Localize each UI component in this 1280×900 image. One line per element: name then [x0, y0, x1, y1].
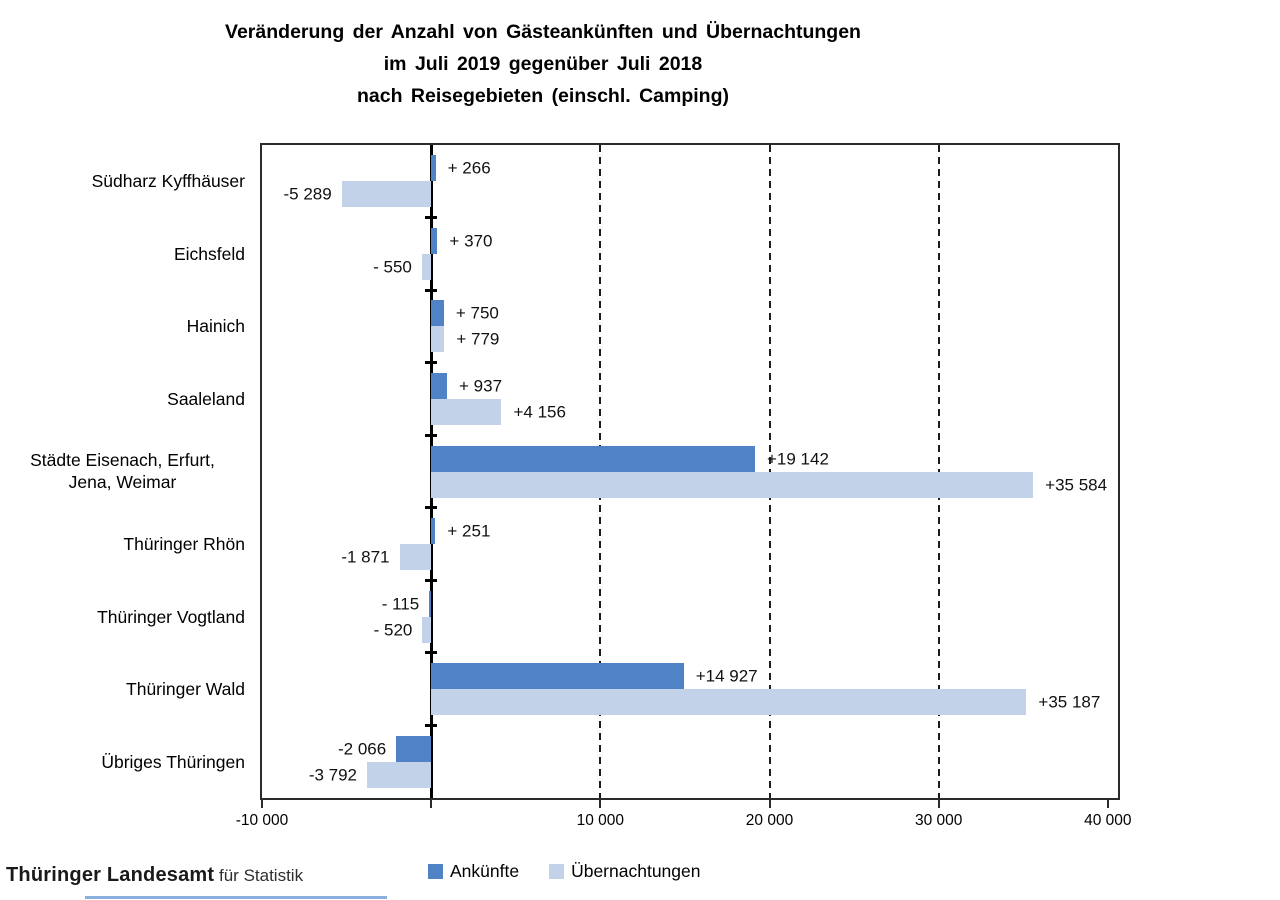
y-axis-label-thueringer-wald: Thüringer Wald	[0, 653, 245, 726]
bar-value-label: -5 289	[283, 184, 332, 204]
x-axis-tick-label-10000: 10 000	[576, 812, 625, 829]
bar-value-label: +35 187	[1038, 692, 1101, 712]
y-axis-label-suedharz-kyffhaeuser: Südharz Kyffhäuser	[0, 145, 245, 218]
legend-swatch-ankuenfte	[428, 864, 443, 879]
bar-value-label: + 750	[455, 303, 499, 323]
bar-value-label: + 266	[447, 158, 491, 178]
bar-uebernachtungen-thueringer-rhoen	[399, 544, 432, 571]
category-boundary-tick	[424, 433, 437, 437]
y-axis-label-text: Thüringer Vogtland	[97, 606, 245, 627]
y-axis-label-text: Saaleland	[167, 388, 245, 409]
bar-value-label: - 520	[373, 620, 413, 640]
y-axis-label-text: Städte Eisenach, Erfurt, Jena, Weimar	[30, 450, 215, 493]
x-axis-tick-label-30000: 30 000	[914, 812, 963, 829]
bar-value-label: - 115	[381, 594, 420, 614]
x-axis-tick-40000	[1106, 800, 1109, 808]
y-axis-label-text: Hainich	[186, 316, 245, 337]
bar-ankuenfte-staedte-eisenach-erfurt-jena-weimar	[431, 445, 755, 472]
legend-swatch-uebernachtungen	[549, 864, 565, 879]
bar-value-label: +19 142	[766, 449, 829, 468]
y-axis-label-text: Eichsfeld	[173, 243, 245, 264]
bar-value-label: +4 156	[513, 402, 566, 422]
category-boundary-tick	[424, 216, 437, 220]
plot-area: + 266 -5 289 + 370 - 550 + 750 + 779 + 937 +4 1…	[260, 143, 1120, 800]
y-axis-label-hainich: Hainich	[0, 290, 245, 363]
bar-value-label: -2 066	[338, 739, 387, 759]
category-boundary-tick	[424, 578, 437, 582]
footer-source: Thüringer Landesamt für Statistik	[6, 864, 303, 887]
bar-uebernachtungen-thueringer-wald	[431, 689, 1027, 716]
footer-org-rest: für Statistik	[214, 866, 304, 885]
bar-uebernachtungen-thueringer-vogtland	[422, 616, 432, 643]
bar-uebernachtungen-suedharz-kyffhaeuser	[341, 181, 432, 208]
x-axis-tick-label--10000: -10 000	[235, 812, 289, 829]
x-axis-tick-0	[430, 800, 433, 808]
legend-item-ankuenfte: Ankünfte	[428, 861, 519, 882]
y-axis-label-thueringer-rhoen: Thüringer Rhön	[0, 508, 245, 581]
bar-ankuenfte-eichsfeld	[431, 227, 438, 254]
bar-uebernachtungen-hainich	[431, 326, 445, 353]
bar-value-label: + 370	[449, 231, 493, 251]
bar-ankuenfte-uebriges-thueringen	[396, 735, 432, 762]
bar-ankuenfte-thueringer-vogtland	[429, 590, 432, 617]
y-axis-label-text: Thüringer Rhön	[123, 534, 245, 555]
y-axis-label-eichsfeld: Eichsfeld	[0, 218, 245, 291]
bar-ankuenfte-thueringer-wald	[431, 663, 684, 690]
bar-value-label: +35 584	[1045, 475, 1108, 494]
bar-uebernachtungen-uebriges-thueringen	[367, 761, 432, 788]
bar-uebernachtungen-staedte-eisenach-erfurt-jena-weimar	[431, 471, 1034, 498]
y-axis-label-staedte-eisenach-erfurt-jena-weimar: Städte Eisenach, Erfurt, Jena, Weimar	[0, 435, 245, 508]
chart-title-line-3: nach Reisegebieten (einschl. Camping)	[357, 85, 729, 107]
bar-value-label: + 251	[447, 521, 491, 541]
footer-underline	[85, 896, 387, 899]
y-axis-label-saaleland: Saaleland	[0, 363, 245, 436]
x-axis-tick-label-20000: 20 000	[745, 812, 794, 829]
legend: Ankünfte Übernachtungen	[428, 861, 700, 882]
y-axis-label-text: Übriges Thüringen	[101, 751, 245, 772]
bar-ankuenfte-suedharz-kyffhaeuser	[431, 155, 436, 182]
x-axis-tick-10000	[599, 800, 602, 808]
chart-title: Veränderung der Anzahl von Gästeankünfte…	[0, 16, 1086, 112]
x-axis-tick--10000	[261, 800, 263, 808]
x-axis-tick-30000	[937, 800, 940, 808]
bar-value-label: + 779	[456, 329, 500, 349]
y-axis-label-text: Thüringer Wald	[126, 679, 245, 700]
x-axis-tick-20000	[768, 800, 771, 808]
category-boundary-tick	[424, 723, 437, 727]
bar-value-label: -1 871	[341, 547, 390, 567]
category-boundary-tick	[424, 506, 437, 510]
y-axis-label-thueringer-vogtland: Thüringer Vogtland	[0, 580, 245, 653]
x-axis-tick-label-40000: 40 000	[1084, 812, 1132, 829]
category-boundary-tick	[424, 361, 437, 365]
legend-label: Ankünfte	[450, 861, 520, 881]
category-boundary-tick	[424, 651, 437, 655]
plot-inner: + 266 -5 289 + 370 - 550 + 750 + 779 + 937 +4 1…	[262, 145, 1118, 798]
bar-value-label: +14 927	[695, 666, 758, 686]
bar-uebernachtungen-eichsfeld	[421, 253, 432, 280]
legend-label: Übernachtungen	[571, 861, 701, 881]
footer-org-main: Thüringer Landesamt	[6, 864, 215, 886]
legend-item-uebernachtungen: Übernachtungen	[549, 861, 700, 882]
y-axis-label-text: Südharz Kyffhäuser	[91, 171, 245, 192]
y-axis-label-uebriges-thueringen: Übriges Thüringen	[0, 725, 245, 798]
bar-value-label: + 937	[459, 376, 503, 396]
chart-title-line-2: im Juli 2019 gegenüber Juli 2018	[383, 53, 703, 75]
bar-ankuenfte-hainich	[431, 300, 444, 327]
bar-ankuenfte-thueringer-rhoen	[431, 518, 436, 545]
chart-title-line-1: Veränderung der Anzahl von Gästeankünfte…	[225, 21, 861, 43]
bar-ankuenfte-saaleland	[431, 372, 447, 399]
bar-value-label: -3 792	[308, 765, 358, 785]
bar-value-label: - 550	[373, 257, 412, 277]
category-boundary-tick	[424, 288, 437, 292]
bar-uebernachtungen-saaleland	[431, 398, 502, 425]
